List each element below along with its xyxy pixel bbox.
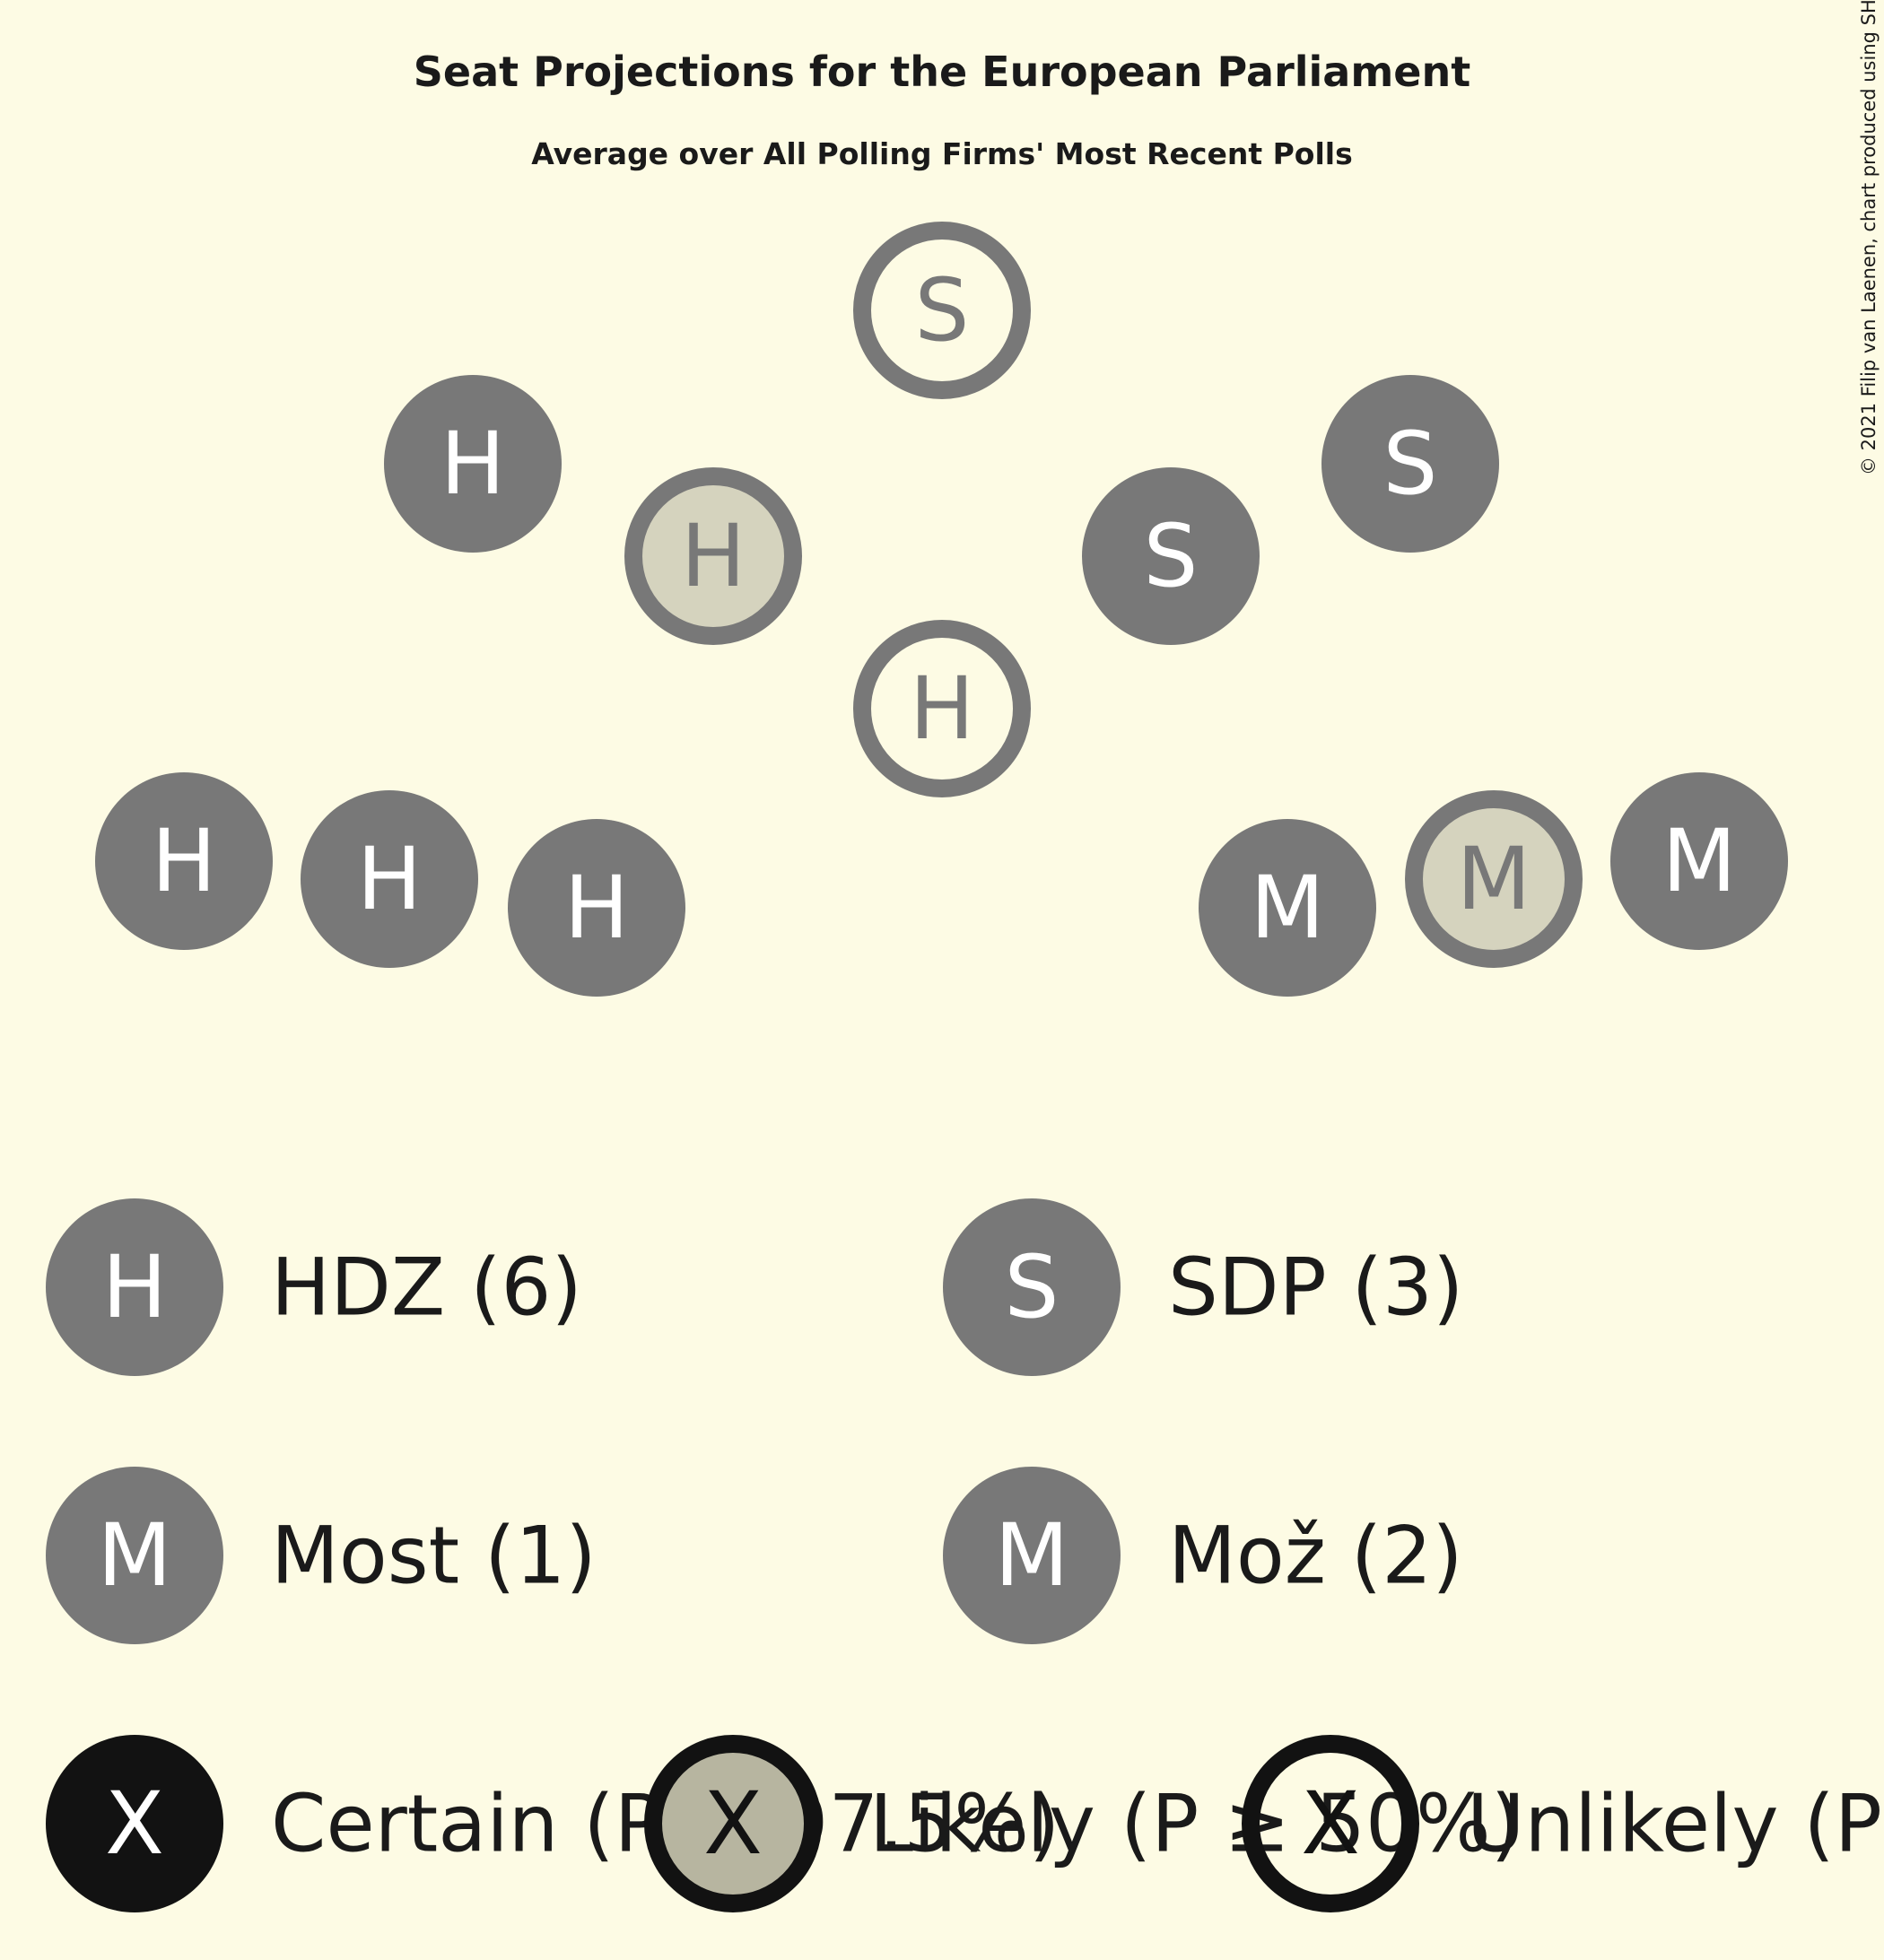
seat-circle xyxy=(1405,790,1583,968)
seat-hdz-unlikely: H xyxy=(853,620,1031,797)
party-legend-marker xyxy=(46,1198,223,1376)
seat-letter: S xyxy=(1383,414,1438,514)
chart-title: Seat Projections for the European Parlia… xyxy=(414,48,1470,96)
status-legend-letter: X xyxy=(1301,1773,1360,1874)
seat-hdz-certain: H xyxy=(508,819,685,997)
party-legend-letter: M xyxy=(995,1505,1069,1606)
seat-letter: M xyxy=(1457,829,1531,929)
seat-circle xyxy=(853,222,1031,399)
copyright-note: © 2021 Filip van Laenen, chart produced … xyxy=(1858,0,1880,475)
seat-letter: H xyxy=(357,829,422,929)
party-legend-marker xyxy=(943,1467,1121,1644)
seat-letter: S xyxy=(915,260,970,361)
party-legend-letter: M xyxy=(98,1505,172,1606)
seat-circle xyxy=(624,467,802,645)
seat-circle xyxy=(508,819,685,997)
party-legend-letter: S xyxy=(1005,1237,1060,1337)
status-legend-label: Unlikely (P < 50%) xyxy=(1467,1778,1884,1870)
party-legend-item-most: M Most (1) xyxy=(46,1467,597,1644)
seat-letter: H xyxy=(440,414,505,514)
seat-letter: H xyxy=(152,811,216,911)
seat-sdp-certain: S xyxy=(1082,467,1260,645)
seat-circle xyxy=(1082,467,1260,645)
status-legend-marker xyxy=(644,1735,822,1912)
status-legend-marker xyxy=(1242,1735,1419,1912)
party-legend-item-sdp: S SDP (3) xyxy=(943,1198,1463,1376)
seat-letter: H xyxy=(681,506,746,606)
seat-hdz-certain: H xyxy=(95,772,273,950)
seat-letter: M xyxy=(1251,858,1325,958)
seat-circle xyxy=(95,772,273,950)
party-legend-label: HDZ (6) xyxy=(271,1241,582,1334)
seat-letter: S xyxy=(1144,506,1199,606)
seat-circle xyxy=(1321,375,1499,553)
seat-circle xyxy=(301,790,478,968)
party-legend-marker xyxy=(46,1467,223,1644)
status-legend-letter: X xyxy=(105,1773,164,1874)
seat-circles: H H H H H H S S S M M M xyxy=(95,222,1788,997)
party-legend-label: SDP (3) xyxy=(1168,1241,1463,1334)
party-legend-item-mož: M Mož (2) xyxy=(943,1467,1463,1644)
seat-circle xyxy=(1199,819,1376,997)
seat-hdz-likely: H xyxy=(624,467,802,645)
seat-hdz-certain: H xyxy=(301,790,478,968)
seat-sdp-certain: S xyxy=(1321,375,1499,553)
party-legend: H HDZ (6) S SDP (3) M Most (1) M Mož (2) xyxy=(46,1198,1463,1644)
seat-circle xyxy=(1610,772,1788,950)
status-legend-marker xyxy=(46,1735,223,1912)
status-legend-letter: X xyxy=(703,1773,763,1874)
seat-letter: H xyxy=(564,858,629,958)
party-legend-letter: H xyxy=(102,1237,167,1337)
seat-circle xyxy=(853,620,1031,797)
chart-subtitle: Average over All Polling Firms' Most Rec… xyxy=(531,136,1352,171)
seat-hdz-certain: H xyxy=(384,375,562,553)
seat-most-certain: M xyxy=(1610,772,1788,950)
party-legend-label: Mož (2) xyxy=(1168,1510,1463,1602)
seat-sdp-unlikely: S xyxy=(853,222,1031,399)
seat-mož-certain: M xyxy=(1199,819,1376,997)
party-legend-label: Most (1) xyxy=(271,1510,597,1602)
seat-mož-likely: M xyxy=(1405,790,1583,968)
seat-letter: H xyxy=(910,658,974,759)
party-legend-marker xyxy=(943,1198,1121,1376)
status-legend-item-unlikely: X Unlikely (P < 50%) xyxy=(1242,1735,1884,1912)
party-legend-item-hdz: H HDZ (6) xyxy=(46,1198,582,1376)
seat-letter: M xyxy=(1662,811,1737,911)
seat-circle xyxy=(384,375,562,553)
status-legend-label: Likely (P ≥ 50%) xyxy=(869,1778,1522,1870)
